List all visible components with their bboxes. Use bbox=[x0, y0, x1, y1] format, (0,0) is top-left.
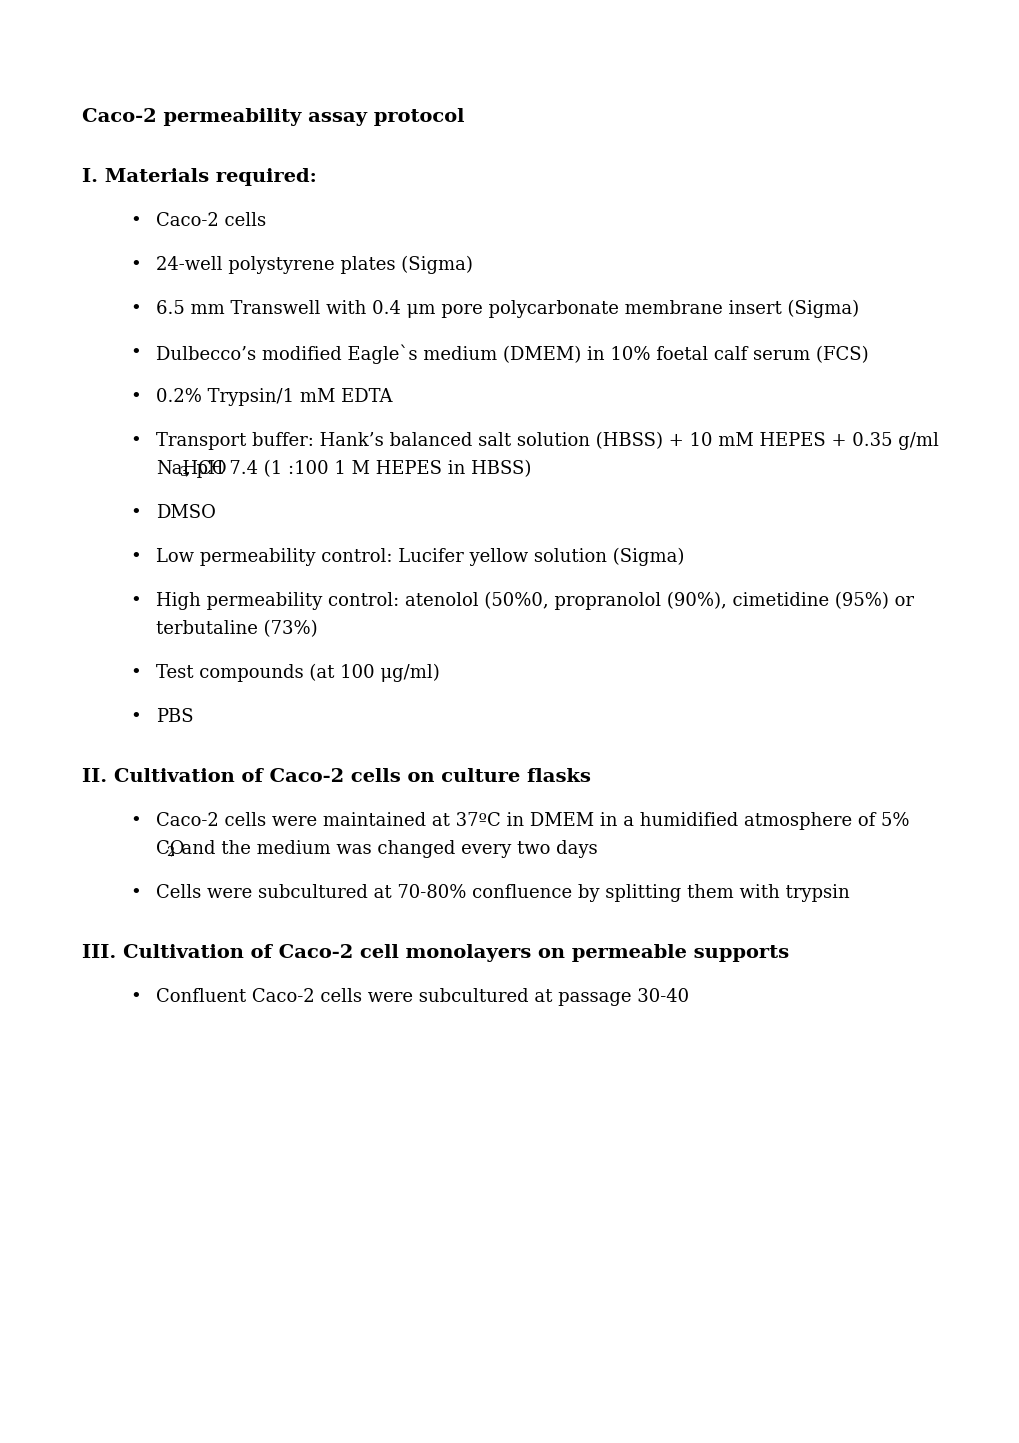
Text: High permeability control: atenolol (50%0, propranolol (90%), cimetidine (95%) o: High permeability control: atenolol (50%… bbox=[156, 592, 913, 610]
Text: DMSO: DMSO bbox=[156, 504, 216, 522]
Text: Caco-2 cells were maintained at 37ºC in DMEM in a humidified atmosphere of 5%: Caco-2 cells were maintained at 37ºC in … bbox=[156, 812, 909, 830]
Text: •: • bbox=[129, 664, 141, 683]
Text: 2: 2 bbox=[165, 846, 174, 859]
Text: •: • bbox=[129, 255, 141, 274]
Text: , and the medium was changed every two days: , and the medium was changed every two d… bbox=[170, 840, 597, 859]
Text: •: • bbox=[129, 504, 141, 522]
Text: NaHCO: NaHCO bbox=[156, 460, 226, 478]
Text: 0.2% Trypsin/1 mM EDTA: 0.2% Trypsin/1 mM EDTA bbox=[156, 388, 392, 405]
Text: 3: 3 bbox=[180, 466, 189, 479]
Text: Test compounds (at 100 μg/ml): Test compounds (at 100 μg/ml) bbox=[156, 664, 439, 683]
Text: •: • bbox=[129, 812, 141, 830]
Text: •: • bbox=[129, 343, 141, 362]
Text: CO: CO bbox=[156, 840, 184, 859]
Text: •: • bbox=[129, 988, 141, 1006]
Text: Caco-2 cells: Caco-2 cells bbox=[156, 212, 266, 229]
Text: 24-well polystyrene plates (Sigma): 24-well polystyrene plates (Sigma) bbox=[156, 255, 473, 274]
Text: •: • bbox=[129, 885, 141, 902]
Text: •: • bbox=[129, 548, 141, 566]
Text: Low permeability control: Lucifer yellow solution (Sigma): Low permeability control: Lucifer yellow… bbox=[156, 548, 684, 566]
Text: 6.5 mm Transwell with 0.4 μm pore polycarbonate membrane insert (Sigma): 6.5 mm Transwell with 0.4 μm pore polyca… bbox=[156, 300, 858, 319]
Text: terbutaline (73%): terbutaline (73%) bbox=[156, 620, 317, 638]
Text: PBS: PBS bbox=[156, 709, 194, 726]
Text: II. Cultivation of Caco-2 cells on culture flasks: II. Cultivation of Caco-2 cells on cultu… bbox=[82, 768, 590, 786]
Text: •: • bbox=[129, 388, 141, 405]
Text: Dulbecco’s modified Eagle`s medium (DMEM) in 10% foetal calf serum (FCS): Dulbecco’s modified Eagle`s medium (DMEM… bbox=[156, 343, 868, 364]
Text: Confluent Caco-2 cells were subcultured at passage 30-40: Confluent Caco-2 cells were subcultured … bbox=[156, 988, 689, 1006]
Text: Caco-2 permeability assay protocol: Caco-2 permeability assay protocol bbox=[82, 108, 464, 126]
Text: Transport buffer: Hank’s balanced salt solution (HBSS) + 10 mM HEPES + 0.35 g/ml: Transport buffer: Hank’s balanced salt s… bbox=[156, 431, 937, 450]
Text: , pH 7.4 (1 :100 1 M HEPES in HBSS): , pH 7.4 (1 :100 1 M HEPES in HBSS) bbox=[184, 460, 531, 478]
Text: III. Cultivation of Caco-2 cell monolayers on permeable supports: III. Cultivation of Caco-2 cell monolaye… bbox=[82, 944, 789, 962]
Text: •: • bbox=[129, 431, 141, 450]
Text: •: • bbox=[129, 300, 141, 317]
Text: Cells were subcultured at 70-80% confluence by splitting them with trypsin: Cells were subcultured at 70-80% conflue… bbox=[156, 885, 849, 902]
Text: •: • bbox=[129, 709, 141, 726]
Text: I. Materials required:: I. Materials required: bbox=[82, 167, 317, 186]
Text: •: • bbox=[129, 592, 141, 610]
Text: •: • bbox=[129, 212, 141, 229]
